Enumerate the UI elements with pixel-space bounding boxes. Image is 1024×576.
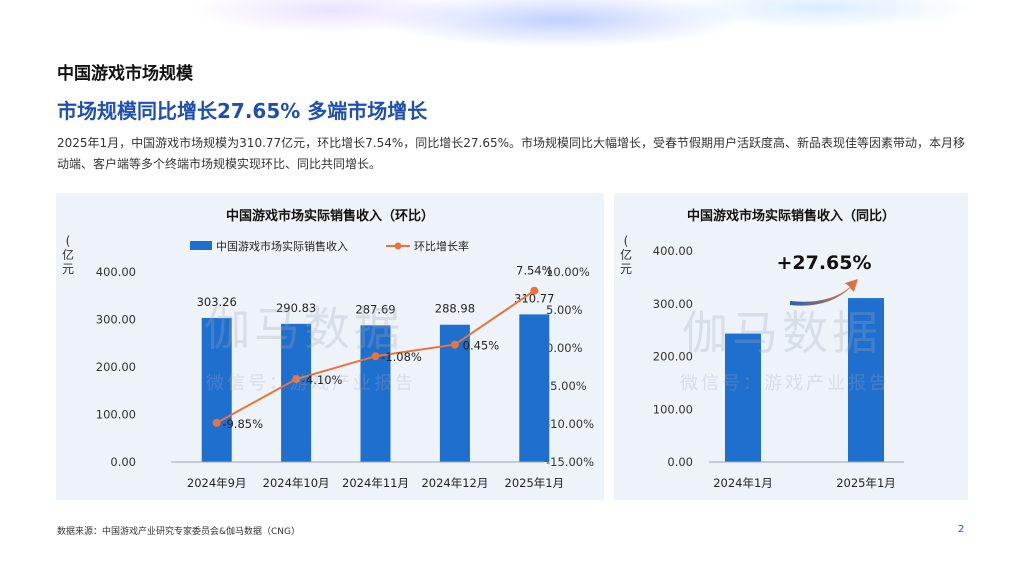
y-right-tick-label: -15.00%	[546, 455, 594, 469]
bar	[725, 333, 761, 462]
y-right-tick-label: 5.00%	[546, 303, 583, 317]
y-axis-unit-char: 元	[62, 262, 74, 276]
y-right-tick-label: -5.00%	[546, 379, 587, 393]
y-axis-unit-open: (	[624, 234, 629, 248]
line-point	[292, 375, 301, 384]
x-tick-label: 2024年1月	[713, 476, 773, 490]
line-data-label: 0.45%	[463, 339, 500, 353]
bar	[519, 314, 550, 462]
header-decoration	[0, 0, 1024, 60]
section-title: 中国游戏市场规模	[57, 64, 193, 84]
y-left-tick-label: 0.00	[110, 455, 136, 469]
y-left-tick-label: 200.00	[96, 360, 136, 374]
legend-bar-label: 中国游戏市场实际销售收入	[216, 239, 348, 253]
line-data-label: -9.85%	[222, 417, 263, 431]
y-axis-unit-char: 元	[620, 262, 632, 276]
x-tick-label: 2024年9月	[187, 476, 247, 490]
yoy-chart: 中国游戏市场实际销售收入（同比） (亿元 0.00 100.00 200.00 300.0…	[620, 208, 904, 490]
line-point	[450, 340, 459, 349]
y-right-tick-label: -10.00%	[546, 417, 594, 431]
bar	[848, 298, 884, 462]
y-axis-unit-open: (	[66, 234, 71, 248]
mom-chart: 中国游戏市场实际销售收入（环比） 中国游戏市场实际销售收入 环比增长率 (亿元 0.00…	[62, 208, 594, 490]
x-tick-label: 2024年12月	[421, 476, 488, 490]
mom-chart-panel: 中国游戏市场实际销售收入（环比） 中国游戏市场实际销售收入 环比增长率 (亿元 0.00…	[56, 193, 604, 500]
x-tick-label: 2024年10月	[263, 476, 330, 490]
bar-data-label: 303.26	[197, 295, 237, 309]
yoy-growth-annotation: +27.65%	[776, 252, 871, 274]
x-tick-label: 2025年1月	[505, 476, 565, 490]
y-left-tick-label: 300.00	[96, 313, 136, 327]
line-point	[371, 352, 380, 361]
y-right-tick-label: 10.00%	[546, 265, 590, 279]
y-axis-unit-char: 亿	[620, 247, 632, 262]
bar	[201, 317, 232, 462]
y-left-tick-label: 400.00	[96, 265, 136, 279]
page-number: 2	[958, 524, 965, 535]
line-point	[530, 286, 539, 295]
bar-data-label: 287.69	[355, 302, 395, 316]
yoy-chart-panel: 中国游戏市场实际销售收入（同比） (亿元 0.00 100.00 200.00 300.0…	[614, 193, 968, 500]
line-data-label: 7.54%	[516, 264, 553, 278]
legend-bar-swatch	[190, 241, 212, 250]
y-tick-label: 200.00	[653, 350, 693, 364]
line-data-label: -1.08%	[381, 350, 422, 364]
bar	[360, 325, 391, 462]
y-tick-label: 300.00	[653, 297, 693, 311]
line-point	[212, 418, 221, 427]
chart-title: 中国游戏市场实际销售收入（环比）	[226, 208, 434, 224]
x-tick-label: 2025年1月	[836, 476, 896, 490]
chart-title: 中国游戏市场实际销售收入（同比）	[687, 208, 895, 224]
bar	[281, 323, 312, 462]
y-tick-label: 0.00	[667, 455, 693, 469]
y-tick-label: 400.00	[653, 244, 693, 258]
bar-data-label: 290.83	[276, 301, 316, 315]
line-data-label: -4.10%	[302, 373, 343, 387]
y-left-tick-label: 100.00	[96, 408, 136, 422]
y-right-tick-label: 0.00%	[546, 341, 583, 355]
growth-arrow-icon	[790, 279, 858, 306]
summary-paragraph: 2025年1月，中国游戏市场规模为310.77亿元，环比增长7.54%，同比增长…	[57, 136, 966, 171]
headline: 市场规模同比增长27.65% 多端市场增长	[57, 99, 428, 123]
bar-data-label: 310.77	[514, 291, 554, 305]
bar-data-label: 288.98	[435, 302, 475, 316]
y-tick-label: 100.00	[653, 402, 693, 416]
y-axis-unit-char: 亿	[62, 247, 74, 262]
x-tick-label: 2024年11月	[342, 476, 409, 490]
data-source-note: 数据来源：中国游戏产业研究专家委员会&伽马数据（CNG）	[57, 527, 301, 537]
legend-line-marker	[394, 242, 402, 250]
legend-line-label: 环比增长率	[414, 239, 469, 253]
